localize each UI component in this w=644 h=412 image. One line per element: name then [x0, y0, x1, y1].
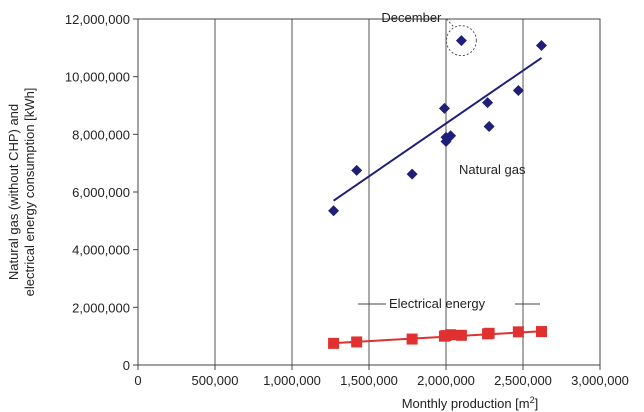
trend-line-natural-gas [333, 57, 543, 202]
data-point-electrical-energy [328, 337, 340, 349]
series-label-natural-gas: Natural gas [459, 162, 526, 177]
y-axis-title-line-2: electrical energy consumption [kWh] [22, 88, 37, 297]
x-tick-label: 0 [134, 373, 141, 388]
y-tick-label: 4,000,000 [72, 243, 130, 258]
data-point-electrical-energy [483, 327, 495, 339]
y-tick-label: 12,000,000 [65, 12, 130, 27]
data-point-natural-gas [455, 35, 467, 47]
grid [214, 19, 524, 365]
data-point-natural-gas [438, 102, 450, 114]
annotations: Natural gas Electrical energy December [358, 10, 540, 311]
x-tick-label: 2,000,000 [417, 373, 475, 388]
y-tick-label: 2,000,000 [72, 300, 130, 315]
data-point-electrical-energy [512, 326, 524, 338]
y-tick-label: 0 [123, 358, 130, 373]
trend-lines [333, 57, 543, 345]
x-tick-label: 500,000 [192, 373, 239, 388]
x-axis-title: Monthly production [m2] [402, 395, 539, 411]
december-callout-leader [446, 18, 455, 28]
data-point-natural-gas [351, 164, 363, 176]
y-tick-label: 10,000,000 [65, 70, 130, 85]
data-point-natural-gas [483, 121, 495, 133]
y-tick-label: 6,000,000 [72, 185, 130, 200]
axis-ticks: 0 500,000 1,000,000 1,500,000 2,000,000 2,500… [65, 12, 629, 388]
y-axis-title-line-1: Natural gas (without CHP) and [6, 104, 21, 280]
december-label: December [381, 10, 442, 25]
trend-line-electrical-energy [333, 330, 542, 345]
data-point-natural-gas [535, 40, 547, 52]
data-point-natural-gas [512, 85, 524, 97]
data-point-natural-gas [328, 205, 340, 217]
data-point-electrical-energy [445, 329, 457, 341]
data-point-natural-gas [482, 97, 494, 109]
data-points [328, 35, 547, 349]
y-tick-label: 8,000,000 [72, 127, 130, 142]
data-point-electrical-energy [406, 333, 418, 345]
data-point-electrical-energy [351, 336, 363, 348]
x-tick-label: 1,500,000 [340, 373, 398, 388]
x-tick-label: 2,500,000 [494, 373, 552, 388]
data-point-electrical-energy [455, 329, 467, 341]
x-axis-title-superscript: 2 [530, 395, 535, 405]
data-point-electrical-energy [535, 326, 547, 338]
x-tick-label: 3,000,000 [571, 373, 629, 388]
december-callout-circle [445, 25, 477, 57]
x-tick-label: 1,000,000 [263, 373, 321, 388]
data-point-natural-gas [440, 131, 452, 143]
data-point-natural-gas [406, 168, 418, 180]
series-label-electrical-energy: Electrical energy [389, 296, 486, 311]
